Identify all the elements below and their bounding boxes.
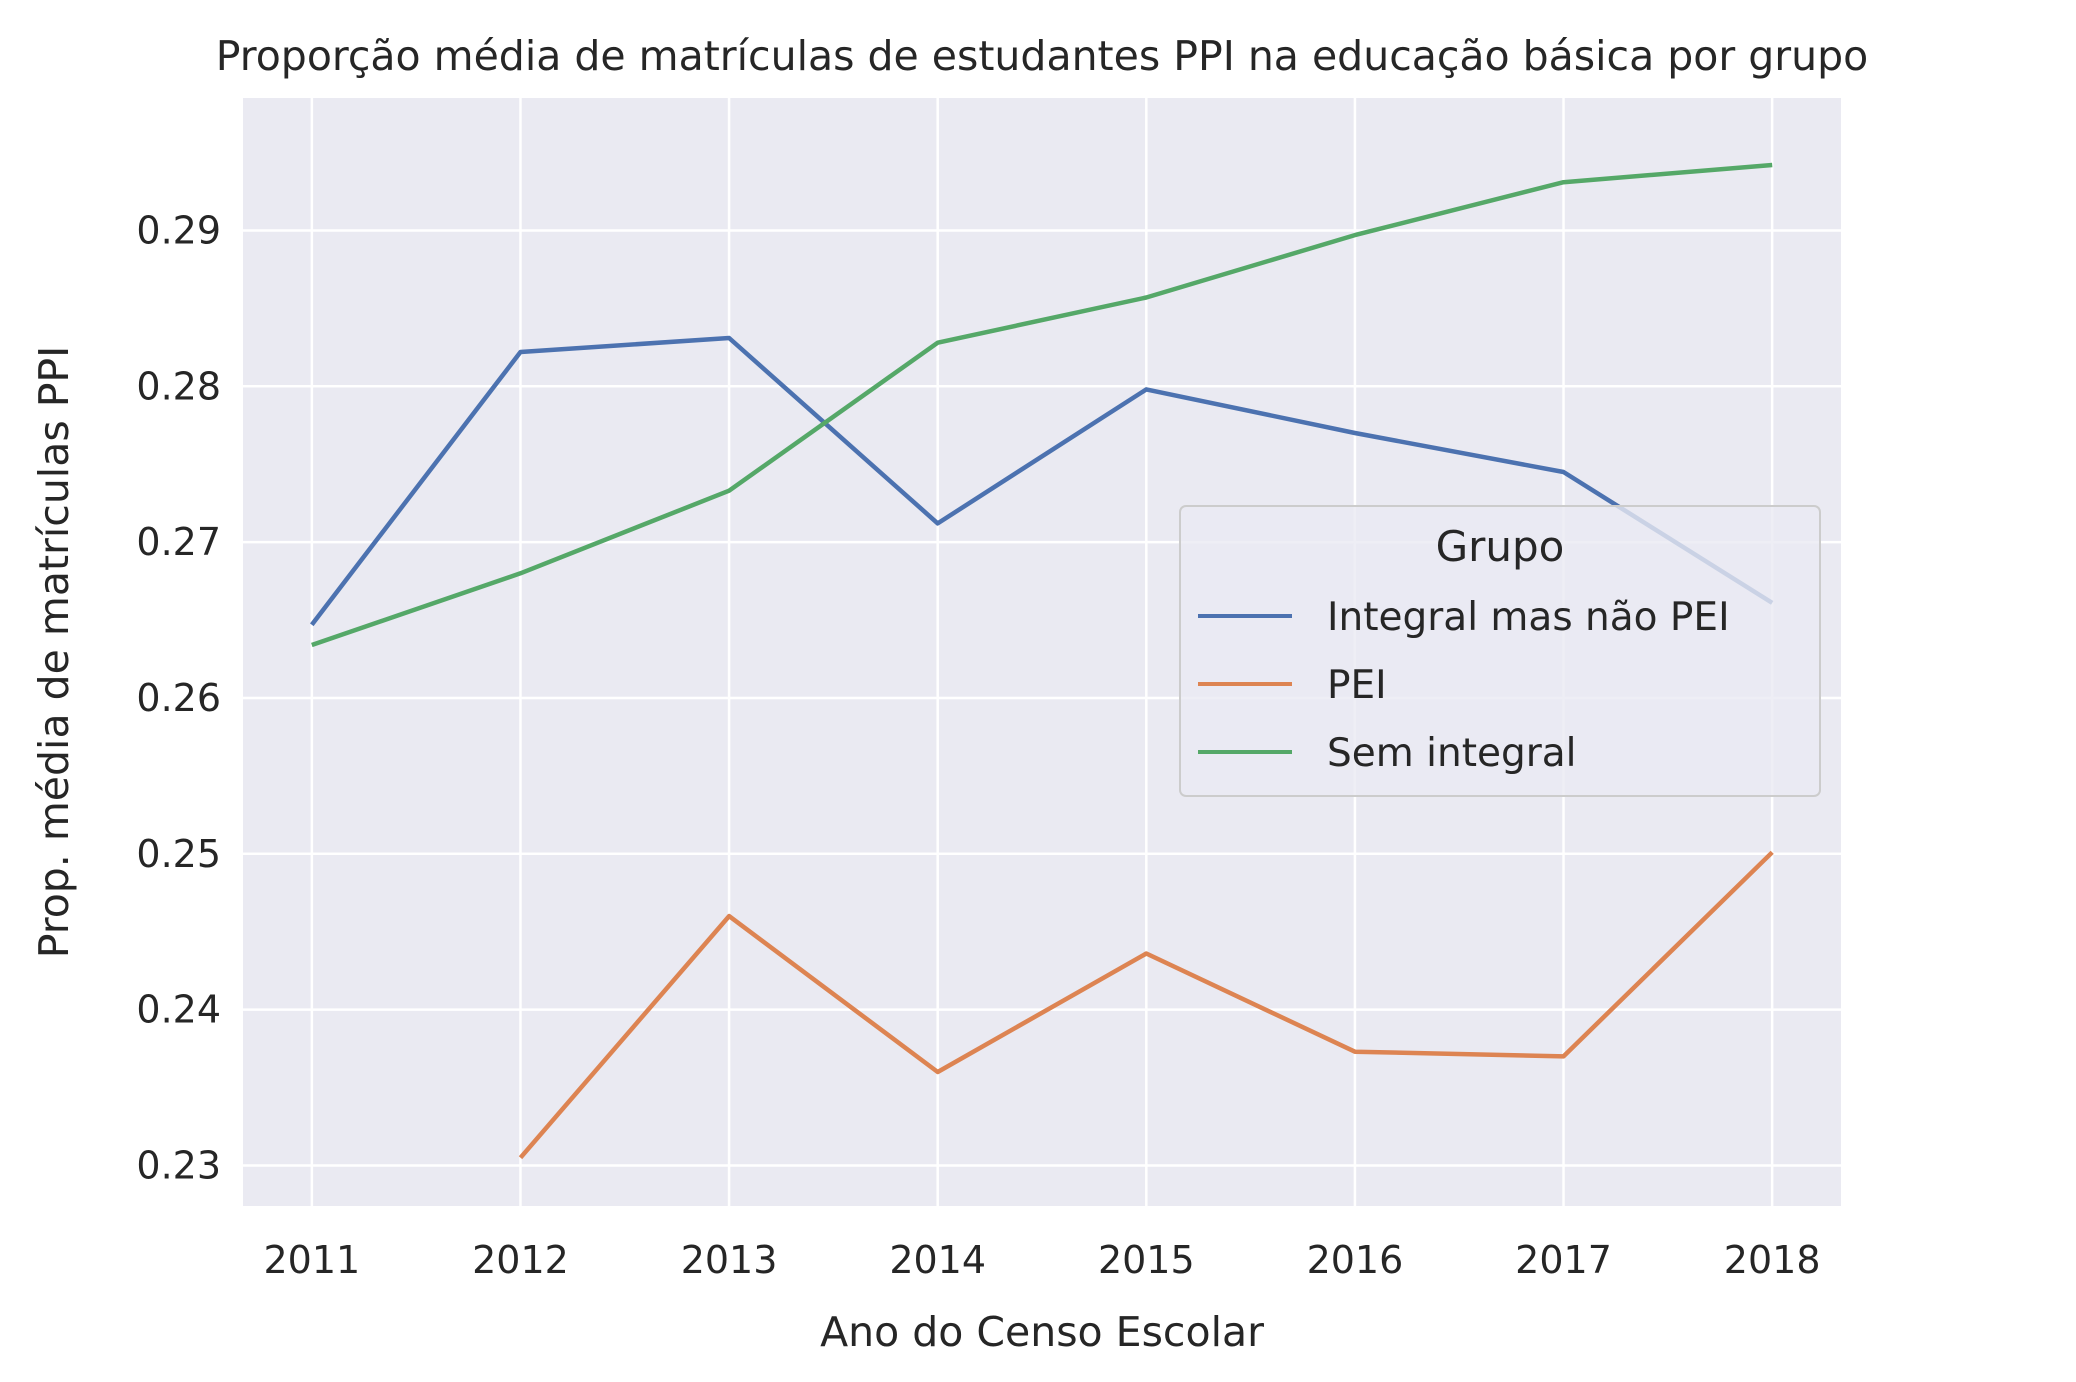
chart-title: Proporção média de matrículas de estudan… [216,32,1868,80]
x-tick-label-2017: 2017 [1515,1238,1612,1282]
tick-labels: 2011 2012 2013 2014 2015 2016 2017 2018 0.23 0.24… [136,208,1820,1282]
x-tick-label-2013: 2013 [681,1238,778,1282]
x-tick-label-2015: 2015 [1098,1238,1195,1282]
grid [243,98,1841,1206]
y-tick-label-0.23: 0.23 [136,1143,221,1187]
y-tick-label-0.29: 0.29 [136,208,221,252]
y-axis-label: Prop. média de matrículas PPI [30,346,78,959]
y-tick-label-0.24: 0.24 [136,988,221,1032]
x-axis-label: Ano do Censo Escolar [820,1308,1264,1356]
legend-box [1179,505,1821,797]
y-tick-label-0.25: 0.25 [136,832,221,876]
y-tick-label-0.27: 0.27 [136,520,221,564]
series-line-integral-mas-nao-pei [310,335,1774,627]
y-tick-label-0.26: 0.26 [136,676,221,720]
series-line-sem-integral [311,162,1773,648]
x-tick-label-2018: 2018 [1724,1238,1821,1282]
legend: Grupo Integral mas não PEI PEI Sem integ… [1179,505,1821,797]
series-lines [310,162,1774,1160]
y-tick-label-0.28: 0.28 [136,364,221,408]
series-line-pei [518,850,1774,1160]
x-tick-label-2011: 2011 [263,1238,360,1282]
x-tick-label-2016: 2016 [1307,1238,1404,1282]
x-tick-label-2014: 2014 [889,1238,986,1282]
x-tick-label-2012: 2012 [472,1238,569,1282]
legend-label-sem-integral: Sem integral [1327,731,1577,776]
legend-title: Grupo [1436,522,1565,571]
legend-label-integral: Integral mas não PEI [1327,595,1730,640]
legend-label-pei: PEI [1327,663,1387,708]
